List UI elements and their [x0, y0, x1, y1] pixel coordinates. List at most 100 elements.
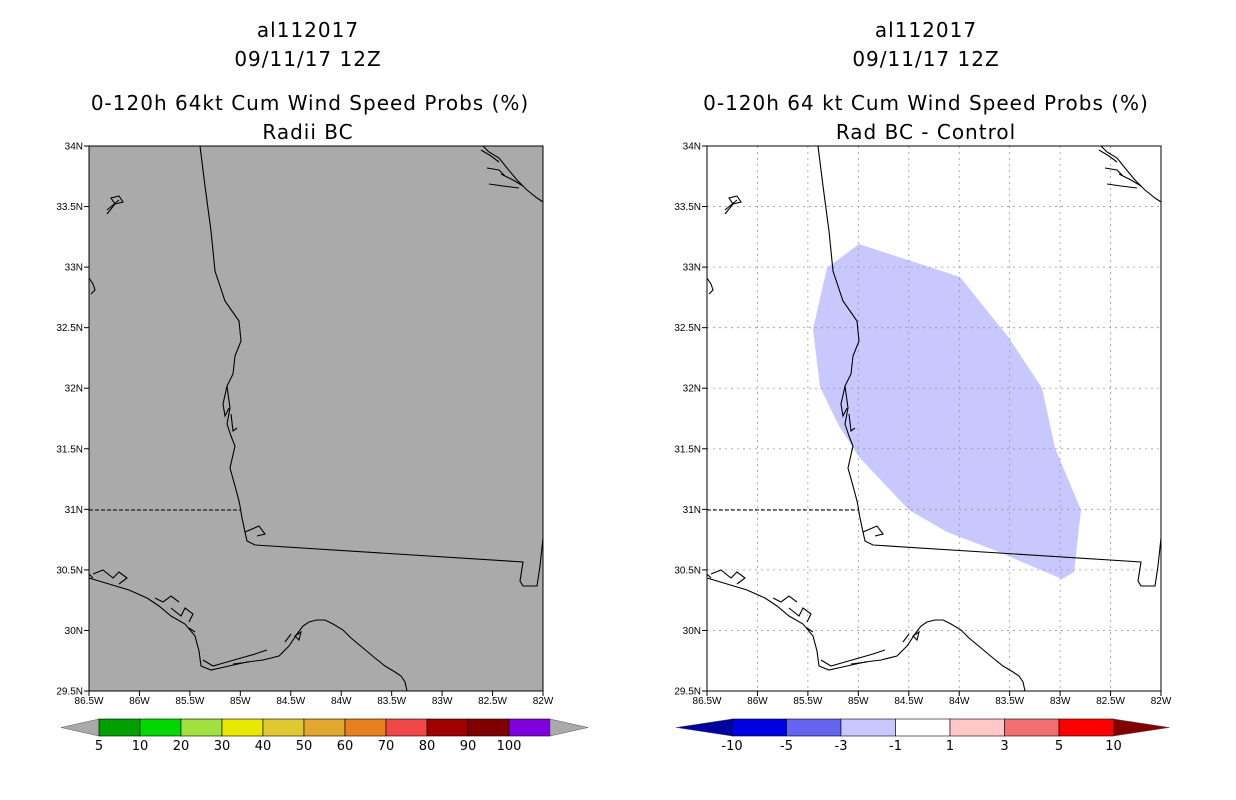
colorbar-swatch: [731, 718, 787, 737]
left-subtitle: Radii BC: [262, 120, 354, 144]
colorbar-label: 10: [132, 739, 149, 754]
lon-tick-label: 82.5W: [478, 696, 507, 707]
colorbar-right-arrow: [1113, 718, 1170, 737]
colorbar-swatch: [786, 718, 842, 737]
left-lat-ticks: 34N 33.5N 33N 32.5N 32N 31.5N 31N 30.5N 30N 29.5N: [56, 142, 89, 698]
colorbar-swatch: [426, 718, 469, 737]
right-difference-region: [813, 244, 1081, 579]
lon-tick-label: 85W: [848, 696, 869, 707]
colorbar-label: 3: [1000, 739, 1008, 754]
colorbar-swatch: [139, 718, 182, 737]
lon-tick-label: 85.5W: [175, 696, 204, 707]
right-colorbar: -10 -5 -3 -1 1 3 5 10: [675, 718, 1170, 754]
colorbar-left-arrow: [60, 718, 100, 737]
left-map: 34N 33.5N 33N 32.5N 32N 31.5N 31N 30.5N 30N 29.5N…: [56, 142, 554, 708]
colorbar-swatch: [895, 718, 951, 737]
colorbar-label: 80: [419, 739, 436, 754]
lat-tick-label: 30N: [683, 626, 701, 637]
lon-tick-label: 84.5W: [276, 696, 305, 707]
colorbar-left-arrow: [675, 718, 733, 737]
colorbar-swatch: [1058, 718, 1114, 737]
lat-tick-label: 34N: [65, 142, 83, 153]
lat-tick-label: 30N: [65, 626, 83, 637]
colorbar-label: 60: [337, 739, 354, 754]
colorbar-label: 30: [214, 739, 231, 754]
lon-tick-label: 82.5W: [1096, 696, 1125, 707]
lon-tick-label: 85W: [230, 696, 251, 707]
right-gridlines: [707, 146, 1161, 691]
right-map-frame: [706, 145, 1162, 692]
colorbar-swatch: [221, 718, 264, 737]
right-subtitle: Rad BC - Control: [835, 120, 1017, 144]
lon-tick-label: 83.5W: [995, 696, 1024, 707]
left-title: 0-120h 64kt Cum Wind Speed Probs (%): [90, 91, 530, 115]
colorbar-swatch: [180, 718, 223, 737]
lon-tick-label: 86W: [747, 696, 768, 707]
left-colorbar: 5 10 20 30 40 50 60 70 80 90 100: [60, 718, 589, 754]
lat-tick-label: 33.5N: [56, 202, 83, 213]
lat-tick-label: 32.5N: [56, 323, 83, 334]
lon-tick-label: 86W: [129, 696, 150, 707]
left-probability-fill: [89, 146, 543, 691]
colorbar-label: 70: [378, 739, 395, 754]
lon-tick-label: 84.5W: [894, 696, 923, 707]
lat-tick-label: 32N: [683, 384, 701, 395]
lat-tick-label: 30.5N: [56, 565, 83, 576]
colorbar-label: 1: [946, 739, 954, 754]
lon-tick-label: 83.5W: [377, 696, 406, 707]
colorbar-label: 20: [173, 739, 190, 754]
lon-tick-label: 82W: [533, 696, 554, 707]
lat-tick-label: 33N: [65, 263, 83, 274]
colorbar-label: -10: [721, 739, 742, 754]
lon-tick-label: 83W: [1050, 696, 1071, 707]
colorbar-swatch: [98, 718, 141, 737]
lon-tick-label: 86.5W: [75, 696, 104, 707]
colorbar-label: -3: [835, 739, 848, 754]
right-lon-ticks: 86.5W 86W 85.5W 85W 84.5W 84W 83.5W 83W 82.5W 82W: [693, 691, 1172, 707]
lat-tick-label: 31N: [683, 505, 701, 516]
lon-tick-label: 84W: [331, 696, 352, 707]
colorbar-label: 100: [497, 739, 522, 754]
colorbar-swatch: [1004, 718, 1060, 737]
lat-tick-label: 31.5N: [56, 444, 83, 455]
lon-tick-label: 84W: [949, 696, 970, 707]
right-storm-id: al112017: [874, 18, 978, 42]
colorbar-label: 50: [296, 739, 313, 754]
left-storm-id: al112017: [256, 18, 360, 42]
colorbar-label: 40: [255, 739, 272, 754]
left-datetime: 09/11/17 12Z: [234, 47, 382, 71]
colorbar-swatch: [262, 718, 305, 737]
colorbar-right-arrow: [549, 718, 589, 737]
colorbar-swatch: [467, 718, 510, 737]
lat-tick-label: 31N: [65, 505, 83, 516]
left-map-frame: [88, 145, 544, 692]
lat-tick-label: 34N: [683, 142, 701, 153]
colorbar-swatch: [840, 718, 896, 737]
lon-tick-label: 85.5W: [793, 696, 822, 707]
lat-tick-label: 32N: [65, 384, 83, 395]
lon-tick-label: 86.5W: [693, 696, 722, 707]
colorbar-label: 10: [1105, 739, 1122, 754]
colorbar-label: -5: [780, 739, 793, 754]
lat-tick-label: 33.5N: [674, 202, 701, 213]
colorbar-label: 5: [1055, 739, 1063, 754]
colorbar-swatch: [303, 718, 346, 737]
colorbar-swatch: [344, 718, 387, 737]
right-datetime: 09/11/17 12Z: [852, 47, 1000, 71]
lon-tick-label: 82W: [1151, 696, 1172, 707]
colorbar-swatch: [385, 718, 428, 737]
lon-tick-label: 83W: [432, 696, 453, 707]
right-title: 0-120h 64 kt Cum Wind Speed Probs (%): [703, 91, 1149, 115]
colorbar-swatch: [949, 718, 1005, 737]
colorbar-label: -1: [889, 739, 902, 754]
colorbar-swatch: [508, 718, 551, 737]
colorbar-label: 90: [460, 739, 477, 754]
lat-tick-label: 31.5N: [674, 444, 701, 455]
right-lat-ticks: 34N 33.5N 33N 32.5N 32N 31.5N 31N 30.5N 30N 29.5N: [674, 142, 707, 698]
lat-tick-label: 29.5N: [56, 687, 83, 698]
right-map: 34N 33.5N 33N 32.5N 32N 31.5N 31N 30.5N 30N 29.5N…: [674, 142, 1172, 708]
lat-tick-label: 29.5N: [674, 687, 701, 698]
lat-tick-label: 32.5N: [674, 323, 701, 334]
lat-tick-label: 33N: [683, 263, 701, 274]
